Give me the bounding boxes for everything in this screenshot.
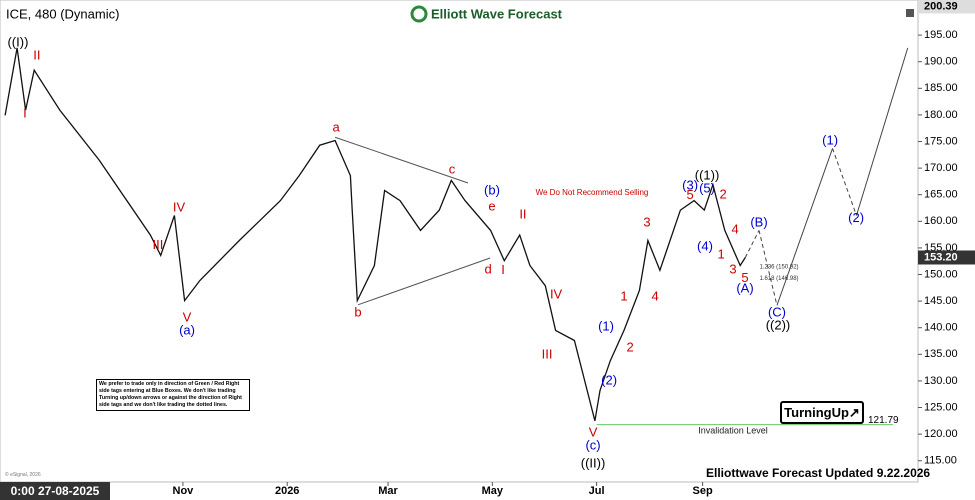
wave-label: I — [501, 262, 505, 277]
y-tick-label: 145.00 — [924, 295, 958, 307]
x-tick-label: Nov — [173, 485, 195, 497]
y-tick-label: 135.00 — [924, 348, 958, 360]
wave-label: ((1)) — [695, 168, 720, 183]
footer: Elliottwave Forecast Updated 9.22.2026 — [706, 466, 931, 480]
trendline — [357, 257, 491, 306]
wave-label: III — [153, 237, 164, 252]
y-tick-label: 130.00 — [924, 375, 958, 387]
projection-segment — [855, 47, 909, 216]
wave-label: 3 — [643, 214, 650, 229]
price-tag — [918, 250, 975, 265]
y-tick-label: 175.00 — [924, 135, 958, 147]
wave-label: d — [484, 262, 491, 277]
chart-title: ICE, 480 (Dynamic) — [6, 6, 119, 21]
wave-label: 5 — [741, 270, 748, 285]
wave-label: (c) — [585, 437, 600, 452]
x-tick-label: Jul — [589, 485, 605, 497]
start-date: 0:00 27-08-2025 — [0, 482, 110, 500]
wave-label: (B) — [750, 214, 767, 229]
wave-label: (4) — [697, 238, 713, 253]
wave-label: ((2)) — [766, 318, 791, 333]
wave-label: e — [488, 198, 495, 213]
y-tick-label: 160.00 — [924, 215, 958, 227]
wave-label: 1 — [620, 288, 627, 303]
y-tick-label: 150.00 — [924, 268, 958, 280]
price-tag — [918, 0, 975, 14]
wave-label: V — [589, 424, 598, 439]
y-tick-label: 125.00 — [924, 401, 958, 413]
wave-label: II — [33, 47, 40, 62]
x-tick-label: Mar — [378, 485, 398, 497]
wave-label: a — [332, 120, 340, 135]
price-tag-label: 153.20 — [924, 251, 958, 263]
wave-label: V — [183, 310, 192, 325]
wave-label: c — [449, 162, 456, 177]
wave-label: 1 — [717, 246, 724, 261]
y-tick-label: 165.00 — [924, 189, 958, 201]
wave-label: II — [519, 206, 526, 221]
note: 1.236 (150.92) — [760, 265, 799, 271]
x-tick-label: Sep — [693, 485, 713, 497]
projection-segment — [744, 230, 760, 258]
wave-label: 3 — [729, 262, 736, 277]
y-tick-label: 170.00 — [924, 162, 958, 174]
wave-label: ((II)) — [581, 455, 606, 470]
wave-label: 2 — [720, 187, 727, 202]
price-tag-label: 200.39 — [924, 0, 958, 12]
turning-up-badge: TurningUp↗ — [780, 401, 864, 424]
projection-segment — [832, 148, 857, 216]
wave-label: 2 — [627, 339, 634, 354]
wave-label: (3) — [682, 178, 698, 193]
wave-label: 4 — [651, 288, 658, 303]
x-tick-label: 2026 — [275, 485, 299, 497]
invalidation-text: Invalidation Level — [698, 425, 768, 435]
y-tick-label: 120.00 — [924, 428, 958, 440]
wave-label: (2) — [848, 210, 864, 225]
projection-segment — [776, 148, 833, 306]
menu-icon[interactable] — [906, 9, 914, 17]
note: 1.618 (146.98) — [760, 276, 799, 282]
wave-label: I — [23, 105, 27, 120]
wave-label: (A) — [736, 280, 753, 295]
wave-label: (2) — [601, 372, 617, 387]
projection-segment — [758, 230, 778, 306]
price-line — [4, 47, 746, 421]
wave-label: 5 — [687, 187, 694, 202]
wave-label: b — [354, 304, 361, 319]
y-tick-label: 115.00 — [924, 455, 957, 467]
y-tick-label: 195.00 — [924, 29, 958, 41]
wave-label: (1) — [822, 132, 838, 147]
note: We Do Not Recommend Selling — [536, 188, 649, 197]
copyright: © eSignal, 2026 — [5, 472, 41, 478]
x-tick-label: May — [482, 485, 504, 497]
y-tick-label: 185.00 — [924, 82, 958, 94]
wave-label: (5) — [699, 180, 715, 195]
logo-icon — [410, 5, 428, 23]
wave-label: III — [542, 346, 553, 361]
wave-label: IV — [550, 287, 563, 302]
trendline — [334, 136, 469, 184]
disclaimer: We prefer to trade only in direction of … — [96, 379, 250, 411]
wave-label: ((I)) — [7, 35, 28, 50]
wave-label: (b) — [484, 182, 500, 197]
y-tick-label: 140.00 — [924, 322, 958, 334]
y-tick-label: 190.00 — [924, 56, 958, 68]
wave-label: 4 — [731, 221, 738, 236]
wave-label: (a) — [179, 322, 195, 337]
invalidation-value: 121.79 — [868, 415, 899, 426]
wave-label: (1) — [598, 319, 614, 334]
brand: Elliott Wave Forecast — [431, 6, 563, 21]
y-tick-label: 180.00 — [924, 109, 958, 121]
wave-label: (C) — [768, 304, 786, 319]
wave-label: IV — [173, 199, 186, 214]
